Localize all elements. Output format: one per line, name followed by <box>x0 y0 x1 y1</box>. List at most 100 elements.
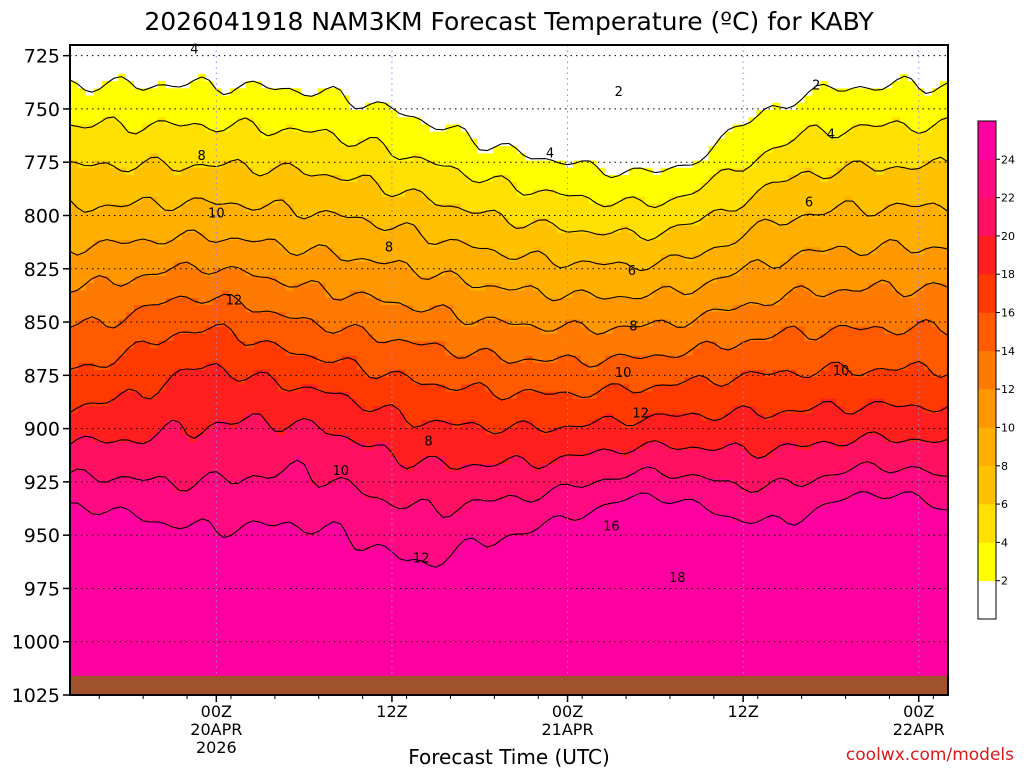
band-cell <box>373 593 382 602</box>
band-cell <box>189 117 199 126</box>
band-cell <box>133 586 143 595</box>
band-cell <box>325 247 334 256</box>
band-cell <box>429 232 438 241</box>
band-cell <box>405 81 414 89</box>
band-cell <box>77 59 87 68</box>
band-cell <box>301 319 311 328</box>
band-cell <box>301 268 311 277</box>
band-cell <box>437 651 446 660</box>
band-cell <box>245 615 255 624</box>
band-cell <box>133 117 143 126</box>
band-cell <box>205 507 215 516</box>
band-cell <box>389 601 398 609</box>
band-cell <box>173 73 183 82</box>
band-cell <box>269 536 279 544</box>
band-cell <box>421 73 430 82</box>
band-cell <box>477 203 486 212</box>
band-cell <box>269 586 279 595</box>
band-cell <box>149 528 159 537</box>
band-cell <box>229 355 239 364</box>
band-cell <box>429 110 438 118</box>
band-cell <box>421 45 430 53</box>
band-cell <box>317 131 327 140</box>
band-cell <box>437 138 446 147</box>
band-cell <box>341 95 350 104</box>
band-cell <box>485 586 494 595</box>
band-cell <box>365 536 374 544</box>
band-cell <box>117 521 127 530</box>
band-cell <box>173 102 183 111</box>
band-cell <box>237 601 247 609</box>
band-cell <box>101 218 111 227</box>
band-cell <box>453 391 462 400</box>
band-cell <box>77 492 87 501</box>
band-cell <box>445 557 454 566</box>
band-cell <box>349 348 358 357</box>
band-cell <box>117 435 127 443</box>
band-cell <box>365 406 374 414</box>
band-cell <box>333 514 342 523</box>
band-cell <box>261 153 271 162</box>
band-cell <box>333 225 342 234</box>
band-cell <box>341 565 350 573</box>
band-cell <box>245 138 255 147</box>
band-cell <box>501 557 510 566</box>
band-cell <box>237 651 247 660</box>
band-cell <box>125 514 135 523</box>
band-cell <box>429 471 438 479</box>
band-cell <box>301 261 311 270</box>
band-cell <box>125 572 135 581</box>
band-cell <box>165 146 175 154</box>
band-cell <box>141 110 151 118</box>
band-cell <box>429 449 438 458</box>
band-cell <box>149 572 159 581</box>
band-cell <box>501 59 510 68</box>
band-cell <box>261 442 271 451</box>
band-cell <box>109 268 119 277</box>
band-cell <box>93 456 103 465</box>
band-cell <box>85 203 95 212</box>
band-cell <box>173 362 183 371</box>
band-cell <box>229 384 239 393</box>
band-cell <box>285 240 295 248</box>
band-cell <box>261 398 271 407</box>
band-cell <box>277 276 287 284</box>
band-cell <box>477 608 486 617</box>
band-cell <box>461 305 470 313</box>
band-cell <box>397 666 406 674</box>
band-cell <box>317 348 327 357</box>
band-cell <box>477 630 486 638</box>
band-cell <box>493 507 502 516</box>
band-cell <box>197 341 207 349</box>
band-cell <box>357 196 366 205</box>
band-cell <box>341 521 350 530</box>
band-cell <box>70 370 79 378</box>
band-cell <box>469 52 478 61</box>
band-cell <box>509 247 518 256</box>
band-cell <box>437 102 446 111</box>
band-cell <box>381 319 390 328</box>
band-cell <box>205 550 215 559</box>
band-cell <box>493 153 502 162</box>
band-cell <box>301 658 311 667</box>
band-cell <box>269 117 279 126</box>
band-cell <box>85 240 95 248</box>
band-cell <box>149 73 159 82</box>
band-cell <box>349 651 358 660</box>
band-cell <box>405 456 414 465</box>
band-cell <box>477 521 486 530</box>
band-cell <box>485 341 494 349</box>
band-cell <box>70 297 79 306</box>
band-cell <box>253 73 263 82</box>
band-cell <box>357 536 366 544</box>
band-cell <box>405 73 414 82</box>
band-cell <box>389 637 398 646</box>
band-cell <box>93 572 103 581</box>
band-cell <box>261 644 271 653</box>
band-cell <box>349 261 358 270</box>
band-cell <box>277 182 287 191</box>
band-cell <box>461 189 470 198</box>
band-cell <box>157 420 167 429</box>
band-cell <box>293 131 303 140</box>
band-cell <box>301 348 311 357</box>
